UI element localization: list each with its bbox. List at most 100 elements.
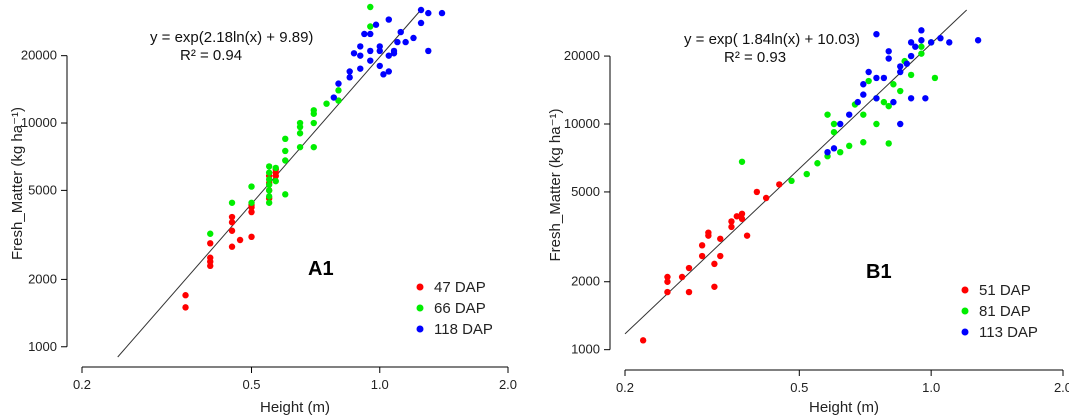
data-point [282, 157, 289, 164]
y-axis-label: Fresh_Matter (kg ha⁻¹) [9, 107, 26, 260]
data-point [743, 232, 751, 239]
data-point [357, 65, 364, 72]
data-point [367, 57, 374, 64]
legend-marker [416, 283, 424, 291]
data-point [265, 176, 273, 183]
data-point [265, 169, 273, 176]
data-point [310, 143, 317, 151]
data-point [367, 30, 374, 38]
fit-equation: y = exp( 1.84ln(x) + 10.03) [684, 31, 860, 48]
data-point [846, 142, 853, 150]
data-point [394, 38, 401, 46]
data-point [907, 39, 915, 46]
data-point [265, 199, 273, 206]
panel-label: A1 [308, 258, 334, 280]
data-point [728, 223, 735, 231]
data-point [922, 95, 929, 102]
data-point [717, 235, 724, 242]
x-tick-label: 1.0 [922, 380, 940, 395]
data-point [265, 193, 273, 200]
data-point [296, 119, 304, 127]
data-point [885, 55, 892, 62]
data-point [376, 47, 383, 55]
data-point [367, 47, 374, 55]
data-point [207, 230, 214, 237]
data-point [974, 37, 982, 44]
data-point [248, 208, 255, 216]
data-point [873, 30, 880, 38]
data-point [438, 9, 446, 17]
data-point [860, 139, 867, 146]
y-tick-label: 2000 [571, 274, 600, 289]
data-point [402, 38, 409, 46]
y-tick-label: 1000 [28, 339, 57, 354]
data-point [880, 74, 888, 82]
data-point [738, 210, 746, 218]
data-point [873, 74, 880, 82]
data-point [228, 213, 236, 221]
data-point [397, 28, 404, 36]
data-point [664, 273, 671, 281]
data-point [335, 87, 342, 94]
y-tick-label: 1000 [571, 342, 600, 357]
data-point [762, 194, 770, 202]
data-point [885, 48, 892, 55]
data-point [390, 47, 398, 55]
data-point [385, 16, 392, 23]
data-point [410, 34, 417, 42]
data-point [946, 39, 953, 46]
data-point [890, 98, 897, 106]
data-point [265, 181, 273, 188]
data-point [753, 188, 761, 196]
data-point [346, 74, 353, 81]
data-point [272, 177, 279, 185]
data-point [698, 242, 706, 249]
data-point [880, 98, 888, 106]
data-point [282, 135, 289, 143]
legend-label: 66 DAP [434, 300, 486, 317]
x-tick-label: 2.0 [499, 377, 517, 392]
data-point [376, 43, 383, 50]
data-point [228, 243, 236, 250]
data-point [738, 158, 746, 165]
legend-label: 113 DAP [979, 324, 1038, 341]
data-point [367, 3, 374, 11]
data-point [885, 102, 892, 110]
data-point [310, 119, 317, 127]
series-118-dap [330, 6, 446, 101]
x-tick-label: 1.0 [371, 377, 389, 392]
y-tick-label: 5000 [571, 184, 600, 199]
data-point [248, 183, 255, 190]
data-point [361, 30, 368, 38]
data-point [282, 147, 289, 155]
data-point [272, 164, 279, 172]
data-point [937, 34, 944, 42]
data-point [335, 80, 342, 87]
data-point [854, 98, 861, 106]
r-squared-label: R² = 0.94 [180, 47, 242, 64]
legend: 47 DAP 66 DAP 118 DAP [416, 279, 493, 338]
data-point [425, 9, 432, 17]
data-point [918, 43, 925, 50]
x-tick-label: 0.5 [790, 380, 808, 395]
data-point [372, 21, 380, 28]
data-point [639, 337, 647, 344]
series-47-dap [182, 166, 279, 311]
legend-marker [416, 304, 424, 312]
y-tick-label: 20000 [21, 48, 57, 63]
data-point [335, 97, 342, 104]
data-point [918, 37, 925, 44]
data-point [931, 74, 939, 82]
data-point [323, 100, 330, 107]
y-tick-label: 2000 [28, 271, 57, 286]
data-point [907, 95, 915, 102]
data-point [830, 145, 838, 152]
data-point [236, 236, 244, 244]
data-point [803, 170, 810, 178]
data-point [265, 163, 273, 170]
x-tick-label: 2.0 [1054, 380, 1069, 395]
data-point [228, 219, 236, 226]
legend: 51 DAP 81 DAP 113 DAP [961, 282, 1038, 341]
data-point [733, 213, 741, 220]
